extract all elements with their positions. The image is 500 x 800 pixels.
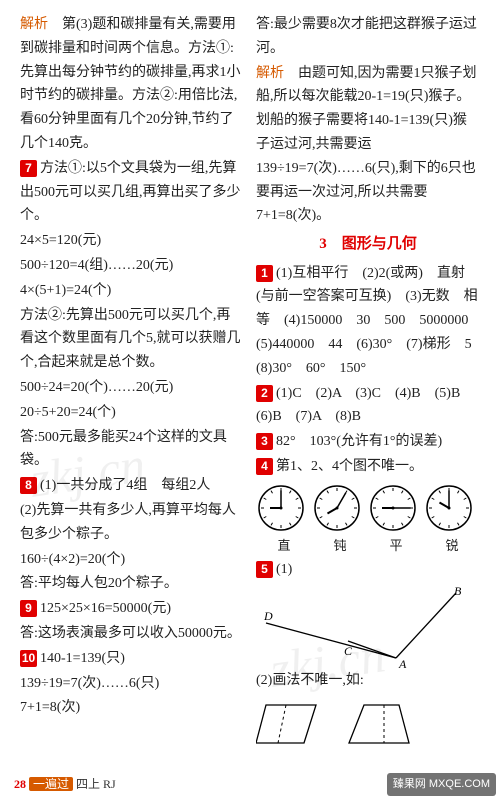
r-analysis: 解析 由题可知,因为需要1只猴子划船,所以每次能载20-1=19(只)猴子。划船…: [256, 62, 480, 229]
clock-icon: [424, 483, 474, 533]
badge-3: 3: [256, 433, 273, 450]
badge-5: 5: [256, 561, 273, 578]
page: 解析 第(3)题和碳排量有关,需要用到碳排量和时间两个信息。方法①:先算出每分钟…: [0, 0, 500, 800]
q10-line-a: 10140-1=139(只): [20, 647, 244, 671]
q8-line-b: (2)先算一共有多少人,再算平均每人包多少个粽子。: [20, 499, 244, 547]
q7-line-f: 500÷24=20(个)……20(元): [20, 376, 244, 400]
svg-text:A: A: [398, 657, 407, 668]
q7-line-g: 20÷5+20=24(个): [20, 401, 244, 425]
quad-figures: [256, 695, 480, 750]
q8-line-c: 160÷(4×2)=20(个): [20, 548, 244, 572]
clock-cell: 钝: [312, 483, 368, 557]
clock-label: 钝: [312, 535, 368, 557]
q7-line-c: 500÷120=4(组)……20(元): [20, 254, 244, 278]
q9-line-a: 9125×25×16=50000(元): [20, 597, 244, 621]
page-footer: 28 一遍过 四上 RJ: [14, 774, 116, 794]
clock-label: 平: [368, 535, 424, 557]
q10-line-c: 7+1=8(次): [20, 696, 244, 720]
svg-text:C: C: [344, 644, 353, 658]
page-number: 28: [14, 777, 26, 791]
clock-icon: [256, 483, 306, 533]
clock-label: 锐: [424, 535, 480, 557]
badge-2: 2: [256, 385, 273, 402]
r-answer-1: 答:最少需要8次才能把这群猴子运过河。: [256, 13, 480, 61]
q5: 5(1): [256, 558, 480, 582]
q7-line-b: 24×5=120(元): [20, 229, 244, 253]
q10-line-b: 139÷19=7(次)……6(只): [20, 672, 244, 696]
trapezoid-svg: [344, 695, 419, 750]
badge-10: 10: [20, 650, 37, 667]
svg-text:D: D: [263, 609, 273, 623]
angle-svg: A B C D: [256, 583, 466, 668]
analysis-label: 解析: [20, 17, 48, 32]
q4: 4第1、2、4个图不唯一。: [256, 455, 480, 479]
badge-1: 1: [256, 265, 273, 282]
q9-line-b: 答:这场表演最多可以收入50000元。: [20, 622, 244, 646]
q8-line-a: 8(1)一共分成了4组 每组2人: [20, 474, 244, 498]
q1: 1(1)互相平行 (2)2(或两) 直射(与前一空答案可互换) (3)无数 相等…: [256, 262, 480, 381]
section-heading: 3 图形与几何: [256, 232, 480, 258]
clock-cell: 锐: [424, 483, 480, 557]
q7-line-h: 答:500元最多能买24个这样的文具袋。: [20, 426, 244, 474]
clock-icon: [312, 483, 362, 533]
footer-suffix: 四上 RJ: [73, 777, 116, 791]
right-column: 答:最少需要8次才能把这群猴子运过河。 解析 由题可知,因为需要1只猴子划船,所…: [250, 12, 486, 772]
clock-cell: 平: [368, 483, 424, 557]
left-column: 解析 第(3)题和碳排量有关,需要用到碳排量和时间两个信息。方法①:先算出每分钟…: [14, 12, 250, 772]
clock-icon: [368, 483, 418, 533]
q3: 382° 103°(允许有1°的误差): [256, 430, 480, 454]
angle-figure: A B C D: [256, 583, 480, 668]
badge-7: 7: [20, 160, 37, 177]
badge-4: 4: [256, 458, 273, 475]
corner-tag: 臻果网 MXQE.COM: [387, 773, 496, 796]
svg-text:B: B: [454, 584, 462, 598]
clock-label: 直: [256, 535, 312, 557]
badge-8: 8: [20, 477, 37, 494]
clock-row: 直 钝 平: [256, 483, 480, 557]
q2: 2(1)C (2)A (3)C (4)B (5)B (6)B (7)A (8)B: [256, 382, 480, 430]
analysis-label-2: 解析: [256, 66, 284, 81]
parallelogram-svg: [256, 695, 326, 750]
footer-brand: 一遍过: [29, 777, 73, 791]
q7-line-a: 7方法①:以5个文具袋为一组,先算出500元可以买几组,再算出买了多少个。: [20, 157, 244, 228]
badge-9: 9: [20, 600, 37, 617]
q8-line-d: 答:平均每人包20个粽子。: [20, 572, 244, 596]
q7-line-e: 方法②:先算出500元可以买几个,再看这个数里面有几个5,就可以获赠几个,合起来…: [20, 304, 244, 375]
clock-cell: 直: [256, 483, 312, 557]
analysis-1: 解析 第(3)题和碳排量有关,需要用到碳排量和时间两个信息。方法①:先算出每分钟…: [20, 13, 244, 156]
q7-line-d: 4×(5+1)=24(个): [20, 279, 244, 303]
q5b: (2)画法不唯一,如:: [256, 669, 480, 693]
